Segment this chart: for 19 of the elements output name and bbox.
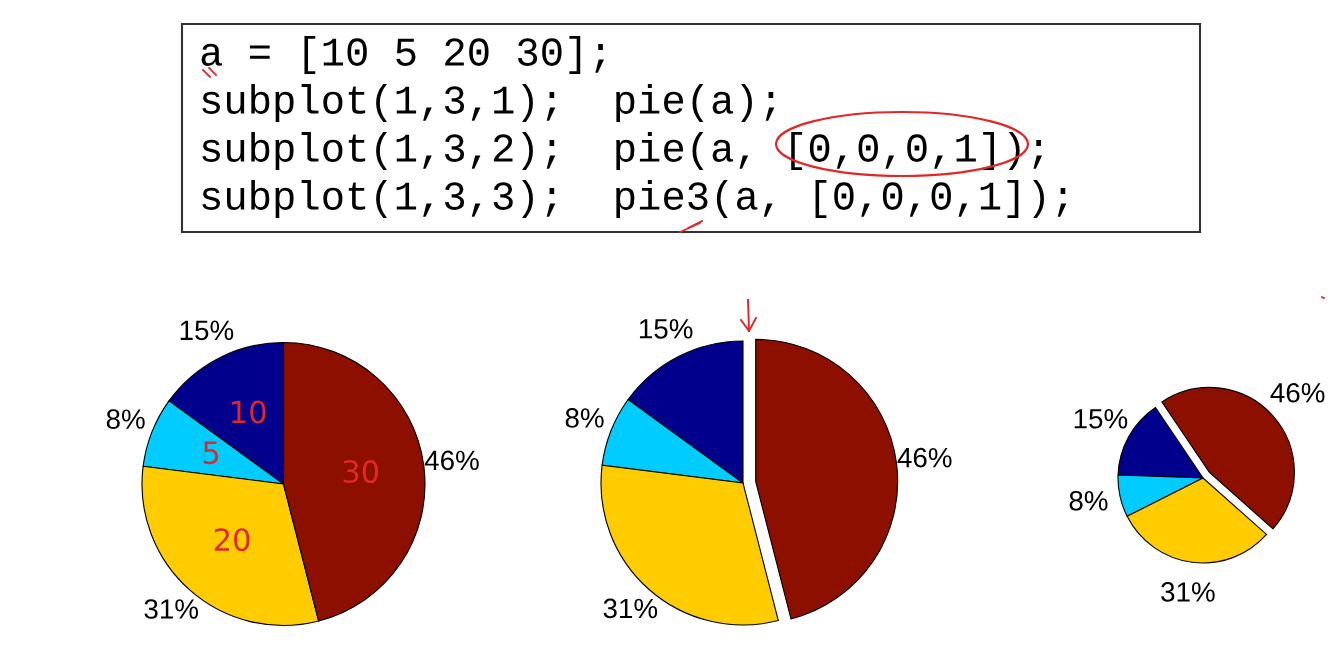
data-label: 46% [424,450,479,471]
data-label: 8% [565,408,604,428]
text: a = [10 5 20 30]; [201,36,604,74]
data-label: 15% [639,319,693,339]
text: 30 [343,460,379,484]
data-label: 8% [1069,490,1108,511]
text: subplot(1,3,1); pie(a); [202,84,775,122]
data-label: 31% [603,598,658,619]
text: 10 [232,400,266,424]
data-label: 8% [106,409,145,429]
text: 5 [203,441,219,465]
data-label: 46% [897,447,952,468]
text: subplot(1,3,3); pie3(a, [0,0,0,1]); [202,180,1067,218]
data-label: 31% [1161,582,1215,602]
text: 20 [214,528,250,552]
data-label: 15% [1074,409,1128,429]
data-label: 31% [144,599,199,619]
data-label: 15% [180,320,234,341]
data-label: 46% [1270,382,1325,403]
